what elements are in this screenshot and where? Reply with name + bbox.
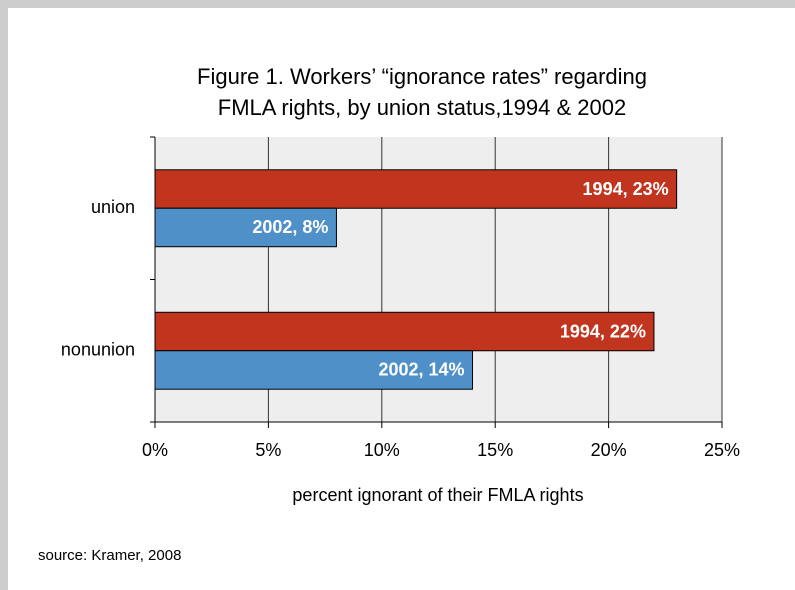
bar (154, 207, 337, 248)
left-border (0, 0, 8, 590)
y-tick-label: union (91, 197, 135, 217)
y-tick-label: nonunion (61, 340, 135, 360)
source-note: source: Kramer, 2008 (38, 547, 181, 564)
x-tick-label: 15% (477, 440, 513, 460)
chart-title: FMLA rights, by union status,1994 & 2002 (218, 95, 626, 120)
bar (154, 350, 474, 390)
top-border (0, 0, 795, 8)
data-label: 1994, 22% (560, 321, 646, 341)
data-label: 2002, 8% (252, 217, 328, 237)
x-tick-label: 0% (142, 440, 168, 460)
x-tick-label: 5% (255, 440, 281, 460)
x-tick-label: 10% (364, 440, 400, 460)
bar (154, 169, 678, 209)
data-label: 1994, 23% (583, 179, 669, 199)
chart-title: Figure 1. Workers’ “ignorance rates” reg… (197, 64, 647, 89)
x-axis-label: percent ignorant of their FMLA rights (292, 485, 583, 505)
data-label: 2002, 14% (378, 360, 464, 380)
x-tick-label: 20% (591, 440, 627, 460)
bar (154, 311, 655, 352)
x-tick-label: 25% (704, 440, 740, 460)
